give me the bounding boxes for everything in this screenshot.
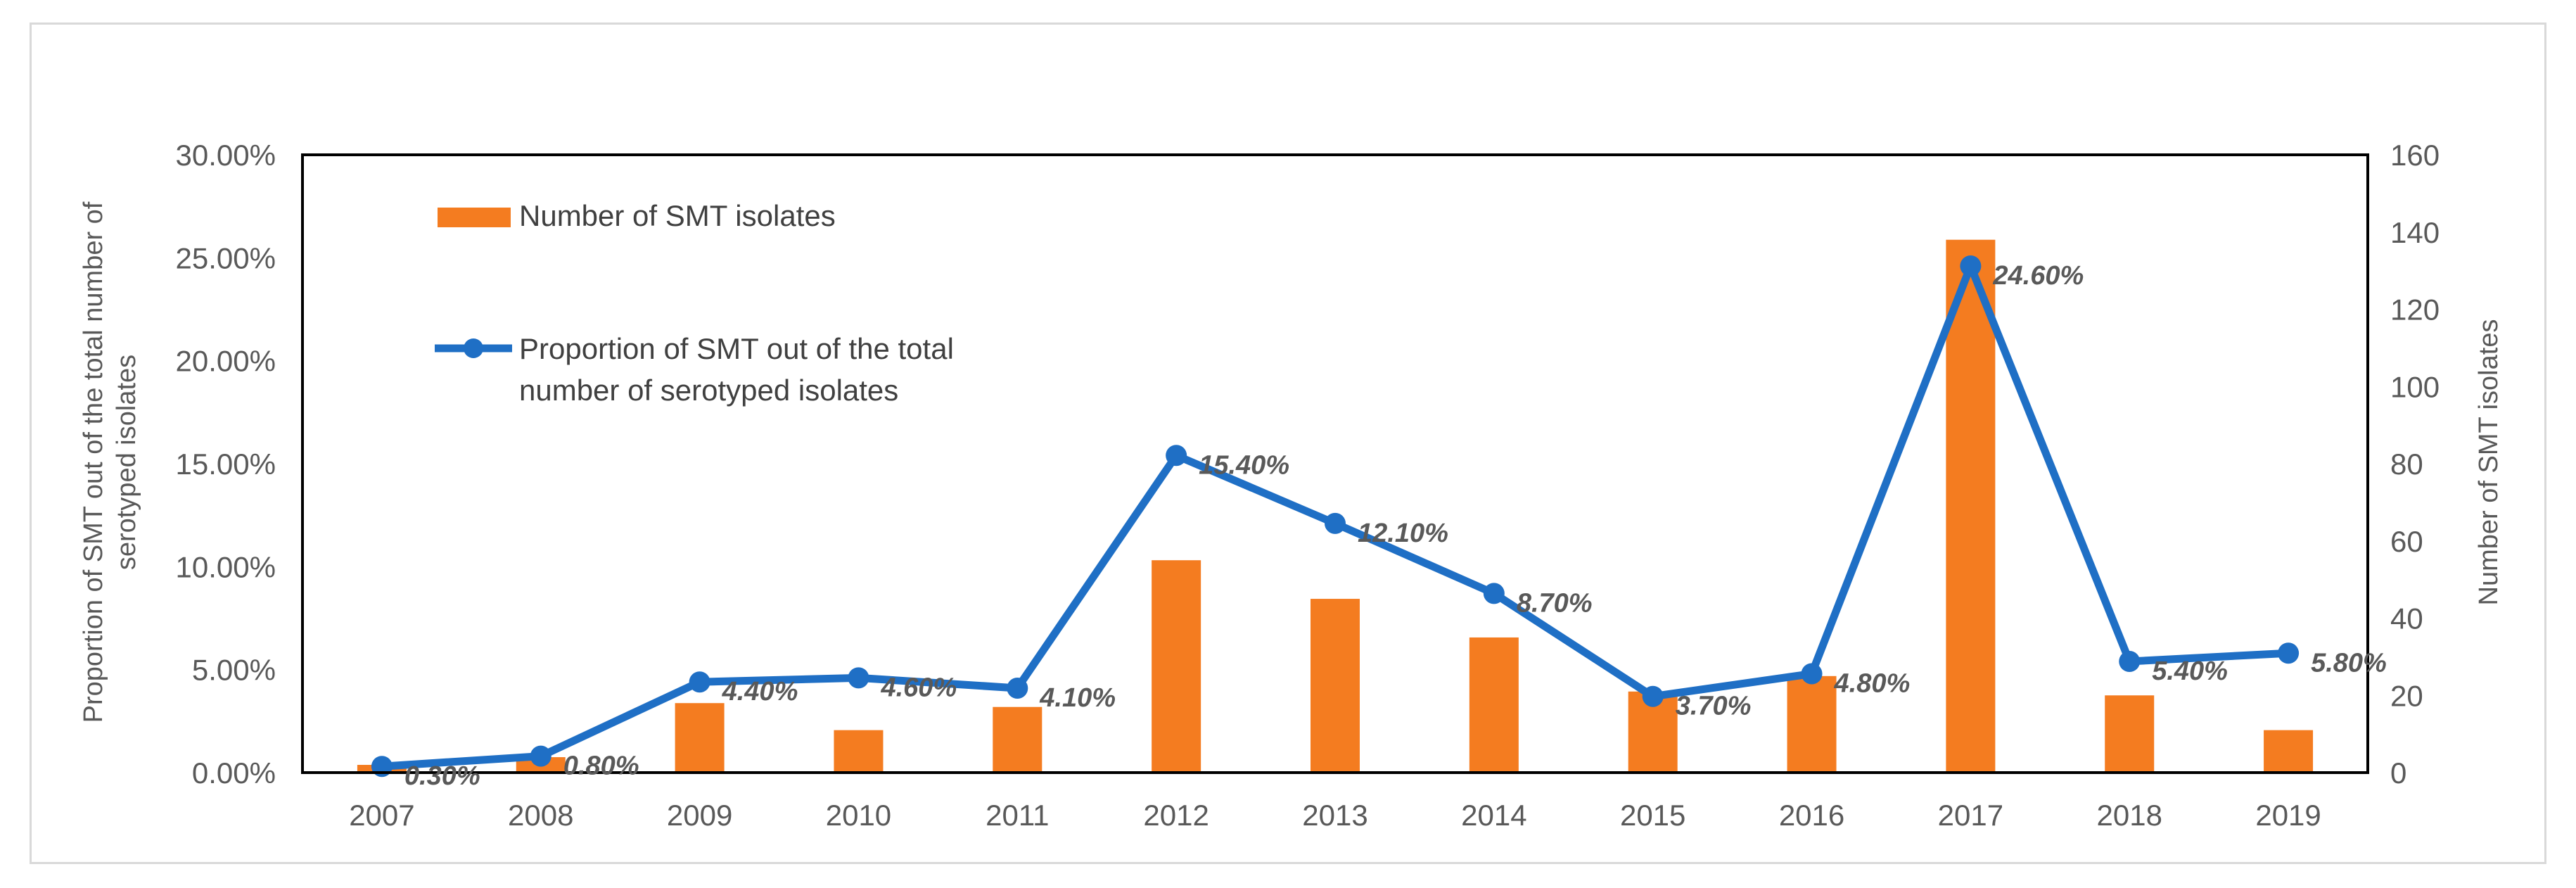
line-point-2010 bbox=[848, 667, 869, 689]
left-axis-title-line-1: Proportion of SMT out of the total numbe… bbox=[79, 201, 108, 723]
right-tick-label: 40 bbox=[2390, 602, 2423, 635]
line-point-2018 bbox=[2119, 650, 2141, 672]
line-point-2009 bbox=[689, 671, 710, 693]
data-label-2013: 12.10% bbox=[1358, 519, 1448, 548]
x-tick-label: 2007 bbox=[349, 799, 414, 832]
line-point-2012 bbox=[1166, 445, 1187, 467]
line-point-2015 bbox=[1642, 685, 1664, 707]
bar-2019 bbox=[2264, 730, 2314, 773]
data-label-2017: 24.60% bbox=[1992, 261, 2084, 291]
data-label-2011: 4.10% bbox=[1039, 683, 1116, 713]
right-tick-label: 160 bbox=[2390, 139, 2440, 172]
bar-2013 bbox=[1311, 599, 1360, 773]
bar-series bbox=[357, 239, 2314, 773]
right-tick-label: 20 bbox=[2390, 679, 2423, 712]
left-tick-label: 5.00% bbox=[192, 654, 276, 687]
data-label-2014: 8.70% bbox=[1517, 588, 1593, 618]
bar-2010 bbox=[834, 730, 884, 773]
x-tick-label: 2012 bbox=[1143, 799, 1209, 832]
right-axis-ticks: 0 20 40 60 80 100 120 140 160 bbox=[2390, 139, 2440, 789]
right-tick-label: 140 bbox=[2390, 216, 2440, 249]
line-point-2016 bbox=[1801, 663, 1823, 685]
bar-2016 bbox=[1787, 675, 1837, 773]
line-point-2008 bbox=[530, 745, 551, 767]
x-tick-label: 2016 bbox=[1779, 799, 1844, 832]
left-tick-label: 0.00% bbox=[192, 756, 276, 789]
legend-line-label-1: Proportion of SMT out of the total bbox=[519, 332, 954, 365]
x-tick-label: 2017 bbox=[1938, 799, 2003, 832]
data-label-2010: 4.60% bbox=[880, 673, 957, 702]
x-tick-label: 2013 bbox=[1302, 799, 1367, 832]
right-tick-label: 80 bbox=[2390, 448, 2423, 481]
x-tick-label: 2015 bbox=[1620, 799, 1685, 832]
left-tick-label: 30.00% bbox=[176, 139, 276, 172]
line-point-2011 bbox=[1007, 678, 1028, 699]
bar-2011 bbox=[993, 706, 1042, 773]
right-tick-label: 120 bbox=[2390, 293, 2440, 326]
x-tick-label: 2019 bbox=[2255, 799, 2321, 832]
legend-line-marker bbox=[464, 338, 483, 358]
legend-bar-label: Number of SMT isolates bbox=[519, 199, 836, 232]
left-tick-label: 10.00% bbox=[176, 550, 276, 583]
data-label-2012: 15.40% bbox=[1199, 450, 1289, 480]
data-label-2015: 3.70% bbox=[1676, 692, 1752, 721]
x-axis-ticks: 2007 2008 2009 2010 2011 2012 2013 2014 2015 2016… bbox=[349, 799, 2321, 832]
data-label-2009: 4.40% bbox=[722, 677, 798, 706]
x-tick-label: 2009 bbox=[667, 799, 732, 832]
line-series bbox=[371, 255, 2300, 778]
plot-area-border bbox=[301, 153, 2369, 774]
line-point-2019 bbox=[2278, 642, 2300, 664]
left-axis-title-line-2: serotyped isolates bbox=[112, 355, 141, 570]
data-label-2007: 0.30% bbox=[404, 761, 480, 791]
x-tick-label: 2018 bbox=[2097, 799, 2162, 832]
right-tick-label: 60 bbox=[2390, 525, 2423, 558]
bar-2018 bbox=[2105, 695, 2155, 773]
left-tick-label: 20.00% bbox=[176, 345, 276, 378]
axes bbox=[301, 153, 2369, 774]
data-labels: 0.30% 0.80% 4.40% 4.60% 4.10% 15.40% 12.10% 8.7… bbox=[404, 261, 2387, 791]
left-tick-label: 15.00% bbox=[176, 448, 276, 481]
left-axis-ticks: 0.00% 5.00% 10.00% 15.00% 20.00% 25.00% 30.00% bbox=[176, 139, 276, 789]
x-tick-label: 2011 bbox=[986, 799, 1049, 832]
bar-2017 bbox=[1946, 239, 1996, 773]
right-tick-label: 100 bbox=[2390, 370, 2440, 403]
right-tick-label: 0 bbox=[2390, 756, 2406, 789]
bar-2009 bbox=[675, 703, 725, 773]
legend-bar-swatch bbox=[438, 208, 511, 227]
left-tick-label: 25.00% bbox=[176, 241, 276, 274]
x-tick-label: 2014 bbox=[1461, 799, 1526, 832]
legend-line-label-2: number of serotyped isolates bbox=[519, 374, 898, 407]
right-axis-title: Number of SMT isolates bbox=[2474, 319, 2504, 606]
data-label-2016: 4.80% bbox=[1834, 669, 1911, 699]
data-label-2008: 0.80% bbox=[563, 751, 639, 781]
data-label-2019: 5.80% bbox=[2311, 648, 2387, 678]
data-label-2018: 5.40% bbox=[2152, 657, 2228, 686]
bar-2014 bbox=[1469, 637, 1519, 773]
x-tick-label: 2010 bbox=[826, 799, 891, 832]
x-tick-label: 2008 bbox=[508, 799, 573, 832]
line-point-2014 bbox=[1483, 583, 1505, 604]
line-point-2017 bbox=[1960, 255, 1982, 277]
bar-2012 bbox=[1152, 560, 1201, 773]
line-point-2013 bbox=[1325, 512, 1346, 534]
legend: Number of SMT isolates Proportion of SMT… bbox=[435, 199, 954, 407]
